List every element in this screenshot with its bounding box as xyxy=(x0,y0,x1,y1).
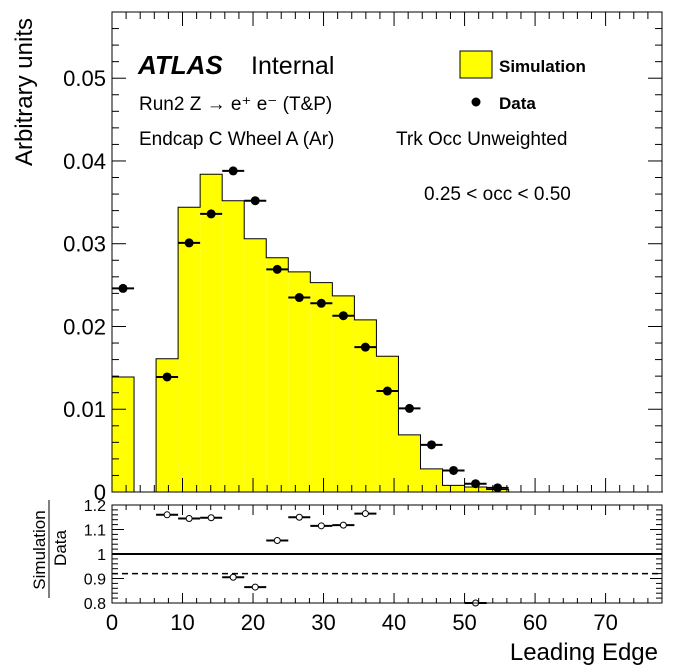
simulation-outline xyxy=(111,173,663,493)
data-point xyxy=(338,311,348,321)
y-tick-label: 0.05 xyxy=(63,66,106,91)
data-point xyxy=(493,483,503,493)
legend: Simulation Data xyxy=(459,50,586,113)
ratio-y-tick-label: 1.1 xyxy=(84,523,106,540)
data-point xyxy=(316,298,326,308)
data-point xyxy=(449,465,459,475)
y-tick-label: 0.04 xyxy=(63,149,106,174)
ratio-point xyxy=(251,583,259,591)
ratio-point xyxy=(339,521,347,529)
x-tick-label: 40 xyxy=(382,610,406,635)
simulation-bar xyxy=(332,295,355,492)
data-point xyxy=(294,293,304,303)
ratio-point xyxy=(273,537,281,545)
x-tick-label: 20 xyxy=(241,610,265,635)
ratio-x-ticks: 0 10 20 30 40 50 60 70 xyxy=(106,505,663,635)
simulation-bar xyxy=(398,434,421,492)
ratio-point xyxy=(317,522,325,530)
simulation-bar xyxy=(156,358,179,492)
data-point xyxy=(360,342,370,352)
ratio-plot-panel: 0.8 0.9 1 1.1 1.2 0 10 20 30 40 50 60 70 Simulation… xyxy=(30,498,663,666)
simulation-bar xyxy=(178,207,201,492)
simulation-bar xyxy=(244,238,267,492)
simulation-bar xyxy=(354,319,377,492)
data-point xyxy=(404,403,414,413)
x-axis-title: Leading Edge xyxy=(510,639,658,666)
x-tick-label: 70 xyxy=(593,610,617,635)
ratio-y-ticks: 0.8 0.9 1 1.1 1.2 xyxy=(84,498,662,613)
experiment-label: ATLAS xyxy=(137,50,223,80)
data-point xyxy=(118,283,128,293)
ratio-y-tick-label: 0.8 xyxy=(84,596,106,613)
status-label: Internal xyxy=(251,52,334,80)
data-points xyxy=(112,166,509,493)
simulation-bar xyxy=(420,468,443,492)
x-tick-label: 50 xyxy=(452,610,476,635)
ratio-y-tick-label: 1 xyxy=(97,547,106,564)
data-point xyxy=(206,209,216,219)
y-tick-label: 0.02 xyxy=(63,314,106,339)
legend-data-marker xyxy=(471,97,481,107)
main-plot-panel: 0 0.01 0.02 0.03 0.04 0.05 Arbitrary units AT… xyxy=(11,11,663,505)
y-tick-label: 0.01 xyxy=(63,397,106,422)
main-y-ticks: 0 0.01 0.02 0.03 0.04 0.05 xyxy=(63,11,662,505)
simulation-bar xyxy=(266,257,289,492)
simulation-bar xyxy=(376,356,399,492)
legend-data-label: Data xyxy=(499,94,536,113)
ratio-y-title-numerator: Simulation xyxy=(30,510,49,589)
ratio-y-tick-label: 1.2 xyxy=(84,498,106,515)
ratio-point xyxy=(163,511,171,519)
data-point xyxy=(228,166,238,176)
x-tick-label: 0 xyxy=(106,610,118,635)
main-x-ticks xyxy=(111,12,663,492)
x-tick-label: 60 xyxy=(523,610,547,635)
ratio-point xyxy=(295,513,303,521)
data-point xyxy=(184,238,194,248)
y-tick-label: 0 xyxy=(94,480,106,505)
y-axis-title: Arbitrary units xyxy=(11,18,38,166)
weighting-label: Trk Occ Unweighted xyxy=(396,129,567,150)
ratio-point xyxy=(361,510,369,518)
data-point xyxy=(382,386,392,396)
ratio-y-tick-label: 0.9 xyxy=(84,572,106,589)
ratio-point xyxy=(229,573,237,581)
data-point xyxy=(471,479,481,489)
selection-label: Run2 Z → e⁺ e⁻ (T&P) xyxy=(139,94,332,115)
simulation-bar xyxy=(310,282,333,492)
data-point xyxy=(162,372,172,382)
legend-simulation-label: Simulation xyxy=(499,57,586,76)
x-tick-label: 10 xyxy=(170,610,194,635)
occupancy-range-label: 0.25 < occ < 0.50 xyxy=(424,184,571,205)
ratio-y-title-denominator: Data xyxy=(51,530,70,566)
simulation-bar xyxy=(464,487,487,492)
ratio-point xyxy=(185,514,193,522)
region-label: Endcap C Wheel A (Ar) xyxy=(139,129,334,150)
simulation-bar xyxy=(112,376,135,492)
data-point xyxy=(427,440,437,450)
legend-simulation-swatch xyxy=(459,50,493,79)
simulation-bar xyxy=(288,271,311,492)
simulation-bar xyxy=(200,174,223,492)
data-point xyxy=(272,264,282,274)
y-tick-label: 0.03 xyxy=(63,232,106,257)
main-frame xyxy=(111,11,663,493)
ratio-point xyxy=(207,514,215,522)
data-point xyxy=(250,196,260,206)
simulation-bar xyxy=(442,485,465,492)
simulation-bar xyxy=(222,200,245,493)
x-tick-label: 30 xyxy=(311,610,335,635)
